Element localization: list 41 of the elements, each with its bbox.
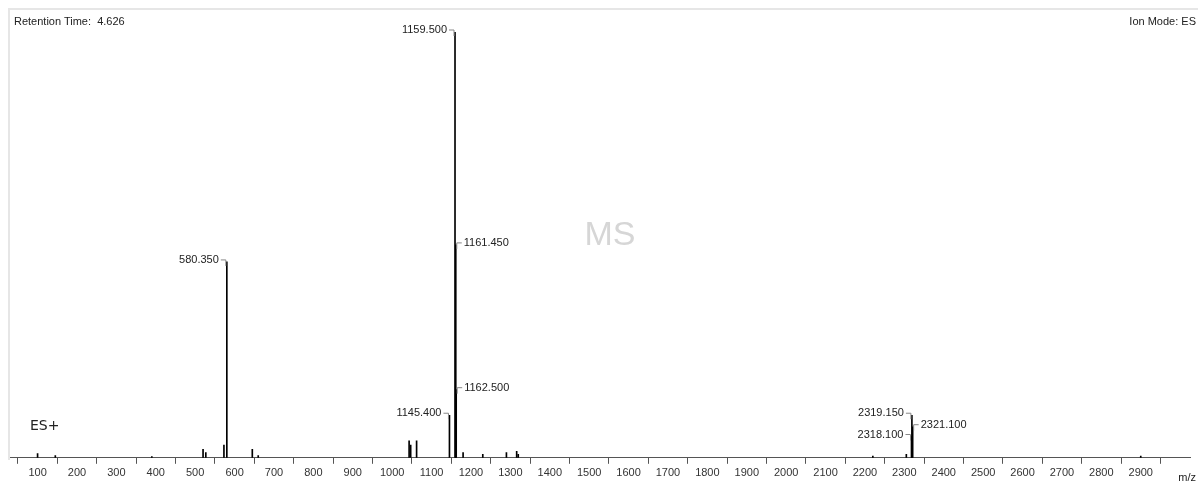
x-tick-label: 800 — [304, 466, 323, 479]
x-tick-label: 1600 — [616, 466, 641, 479]
annotation: 1145.400 — [396, 406, 442, 419]
x-tick-label: 300 — [107, 466, 126, 479]
annotation: 1161.450 — [463, 235, 509, 248]
x-tick-label: 900 — [343, 466, 362, 479]
x-tick-label: 2600 — [1010, 466, 1035, 479]
text: Ion Mode: ES — [1129, 15, 1196, 28]
x-tick-label: 700 — [264, 466, 284, 479]
x-tick-label: 1800 — [695, 466, 720, 479]
annotation: 1162.500 — [464, 380, 510, 393]
x-tick-label: 2200 — [852, 466, 878, 479]
x-tick-label: 1400 — [537, 466, 563, 479]
x-tick-label: 2700 — [1049, 466, 1075, 479]
x-tick-label: 2900 — [1128, 466, 1153, 479]
annotation: 2318.100 — [857, 427, 904, 440]
x-tick-label: 2300 — [892, 466, 917, 479]
annotation: 580.350 — [179, 252, 219, 265]
x-tick-label: 1700 — [655, 466, 681, 479]
x-tick-label: 500 — [186, 466, 205, 479]
annotation: 2319.150 — [858, 406, 904, 419]
x-tick-label: 2500 — [970, 466, 996, 479]
x-tick-label: 100 — [28, 466, 47, 479]
x-tick-label: 400 — [146, 466, 165, 479]
text: Retention Time: 4.626 — [14, 15, 125, 28]
x-tick-label: 2000 — [773, 466, 799, 479]
annotation: 1159.500 — [401, 23, 448, 36]
x-tick-label: 1200 — [458, 466, 484, 479]
x-tick-label: 200 — [67, 466, 87, 479]
x-tick-label: 1300 — [498, 466, 523, 479]
x-axis-title: m/z — [1178, 470, 1196, 483]
x-tick-label: 600 — [225, 466, 244, 479]
x-tick-label: 1500 — [576, 466, 602, 479]
x-tick-label: 2800 — [1089, 466, 1114, 479]
x-tick-label: 1000 — [379, 466, 405, 479]
annotation: 2321.100 — [920, 417, 967, 430]
x-tick-label: 2100 — [813, 466, 838, 479]
x-tick-label: 2400 — [931, 466, 956, 479]
x-tick-label: 1900 — [734, 466, 759, 479]
x-tick-label: 1100 — [419, 466, 444, 479]
annotation: ES+ — [30, 416, 60, 433]
